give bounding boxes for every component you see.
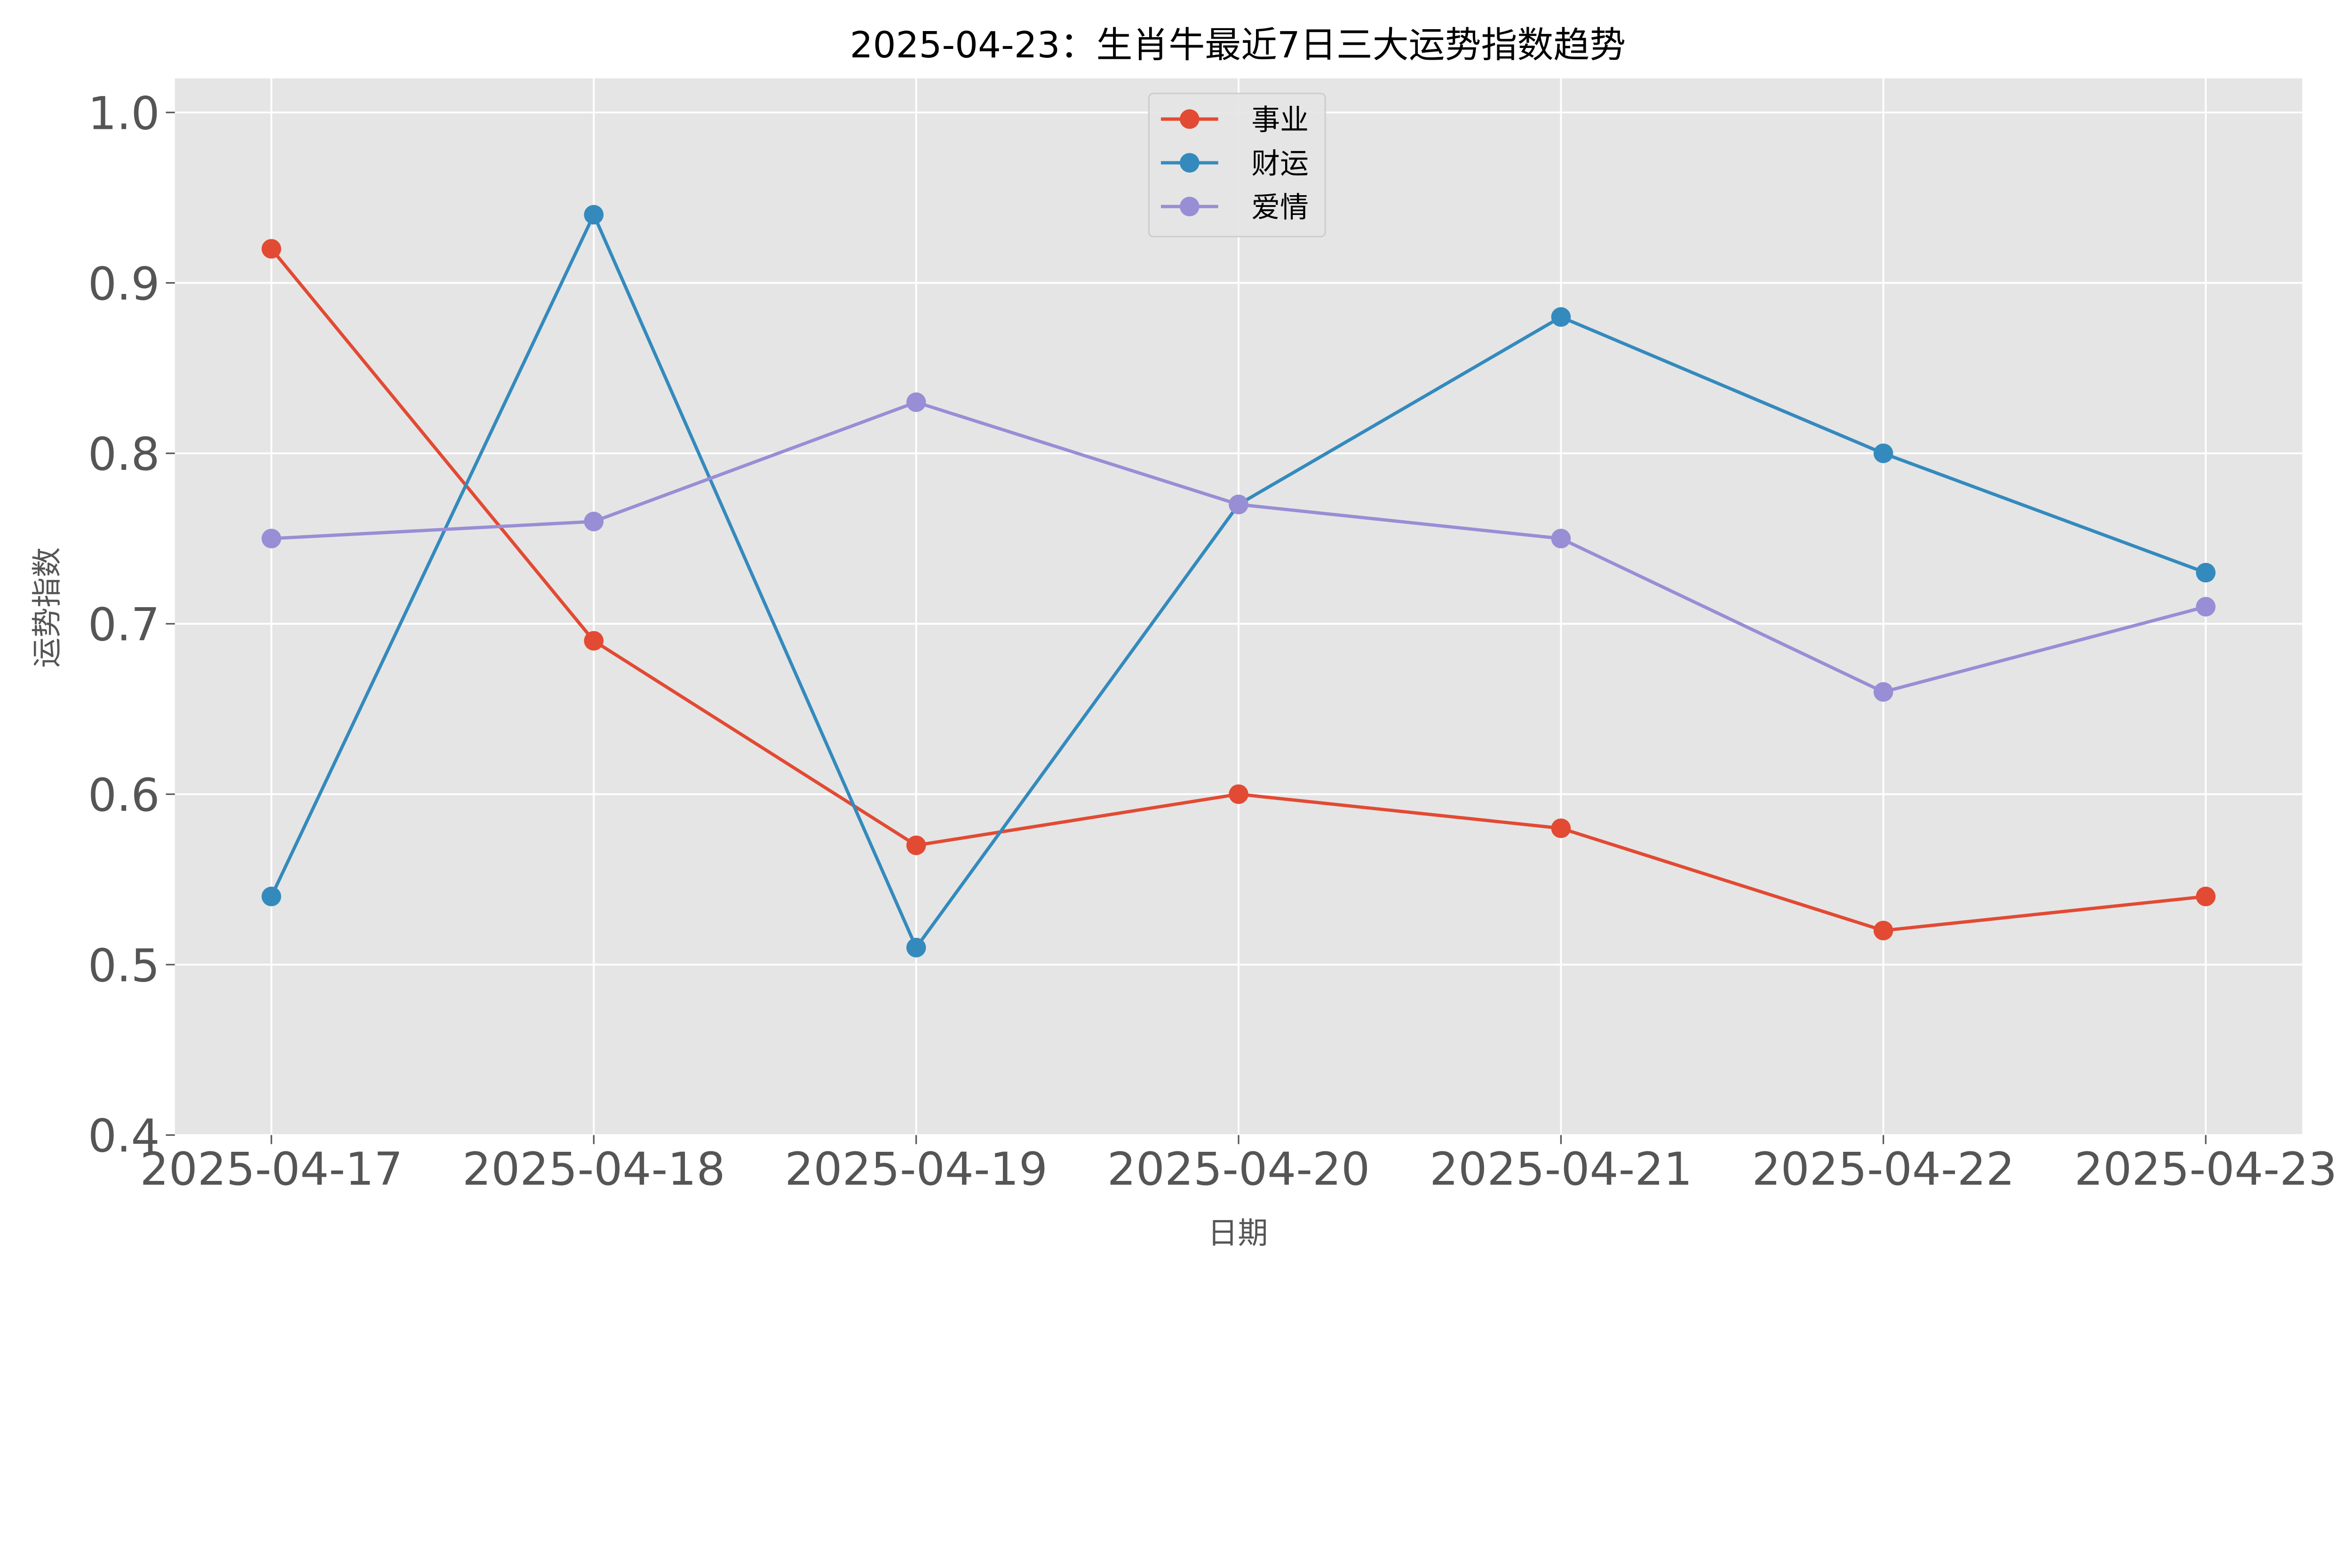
x-axis: 2025-04-17 2025-04-18 2025-04-19 2025-04-20… [140,1135,2337,1196]
data-point [1873,443,1893,463]
y-tick-label: 0.8 [88,428,160,481]
series-0 [262,239,2216,941]
data-point [1873,682,1893,702]
legend-marker [1180,197,1200,216]
data-point [1229,784,1248,804]
x-tick-label: 2025-04-23 [2074,1143,2337,1196]
y-tick-label: 0.7 [88,599,160,651]
data-point [1551,818,1571,838]
data-point [584,205,604,225]
legend-marker [1180,153,1200,173]
data-point [1551,529,1571,548]
y-axis: 0.4 0.5 0.6 0.7 0.8 0.9 1.0 [88,87,175,1163]
series-2 [262,392,2216,702]
data-point [1873,920,1893,941]
data-point [906,392,926,412]
legend-label: 财运 [1251,147,1309,181]
data-point [262,529,281,548]
x-tick-label: 2025-04-22 [1752,1143,2015,1196]
data-point [584,512,604,531]
x-tick-label: 2025-04-21 [1430,1143,1692,1196]
x-tick-label: 2025-04-20 [1107,1143,1370,1196]
legend-label: 事业 [1251,103,1309,137]
x-tick-label: 2025-04-17 [140,1143,403,1196]
data-point [262,239,281,259]
line-chart: 2025-04-17 2025-04-18 2025-04-19 2025-04-20… [30,24,2337,1251]
x-tick-label: 2025-04-18 [462,1143,725,1196]
y-tick-label: 0.4 [88,1110,160,1163]
data-point [262,887,281,906]
legend-label: 爱情 [1251,191,1309,224]
x-axis-label: 日期 [1208,1216,1268,1251]
y-tick-label: 1.0 [88,87,160,140]
y-axis-label: 运势指数 [30,547,65,667]
y-tick-label: 0.5 [88,939,160,992]
y-tick-label: 0.9 [88,258,160,310]
x-tick-label: 2025-04-19 [785,1143,1048,1196]
data-point [584,631,604,651]
data-point [906,835,926,855]
legend-marker [1180,109,1200,129]
series-lines [262,205,2216,958]
data-point [2196,562,2216,583]
data-point [2196,597,2216,617]
data-point [906,937,926,958]
data-point [2196,887,2216,906]
chart-title: 2025-04-23：生肖牛最近7日三大运势指数趋势 [850,24,1626,66]
data-point [1229,494,1248,515]
y-tick-label: 0.6 [88,769,160,822]
data-point [1551,307,1571,327]
